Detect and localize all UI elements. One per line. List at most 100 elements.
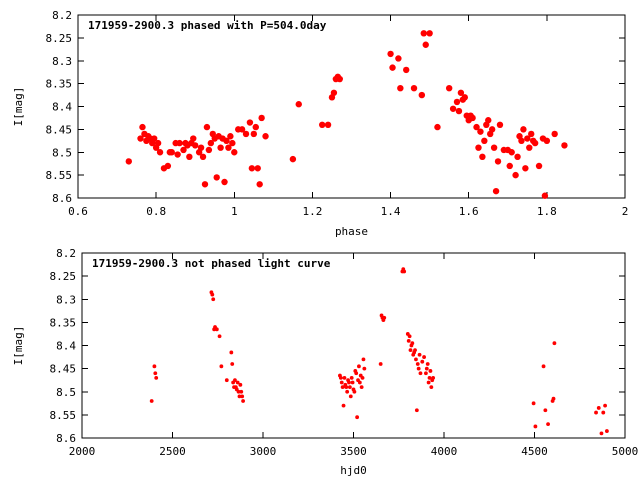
data-point: [543, 408, 548, 413]
data-point: [552, 341, 557, 346]
data-point: [339, 380, 344, 385]
y-tick-label: 8.45: [46, 123, 73, 136]
data-point: [242, 130, 250, 138]
data-point: [387, 50, 394, 58]
data-point: [345, 389, 350, 394]
data-point: [524, 135, 531, 142]
data-point: [424, 366, 429, 371]
data-point: [246, 119, 254, 126]
data-point: [318, 121, 326, 128]
data-point: [211, 297, 216, 302]
data-point: [551, 396, 556, 401]
data-point: [481, 137, 488, 145]
data-point: [410, 85, 418, 92]
x-tick-label: 0.6: [68, 205, 88, 218]
data-point: [605, 429, 609, 433]
y-tick-label: 8.45: [50, 363, 77, 376]
data-point: [192, 142, 199, 149]
data-point: [237, 394, 242, 399]
data-point: [533, 424, 538, 429]
data-point: [156, 149, 164, 156]
data-point: [496, 121, 504, 128]
data-point: [238, 382, 243, 387]
chart-title: 171959-2900.3 phased with P=504.0day: [88, 19, 327, 32]
data-point: [225, 144, 232, 151]
x-tick-label: 4000: [431, 445, 458, 458]
x-tick-label: 3000: [250, 445, 277, 458]
data-point: [359, 385, 364, 390]
data-point: [490, 144, 498, 151]
data-point: [407, 334, 412, 339]
data-point: [601, 410, 606, 415]
data-point: [494, 158, 502, 165]
data-point: [479, 153, 486, 161]
x-tick-label: 1.6: [459, 205, 479, 218]
y-tick-label: 8.35: [46, 78, 73, 91]
data-point: [389, 64, 396, 71]
data-point: [347, 380, 351, 385]
data-point: [125, 158, 132, 165]
data-point: [153, 371, 158, 376]
data-point: [201, 181, 209, 188]
y-tick-label: 8.3: [52, 55, 72, 68]
y-tick-label: 8.6: [52, 192, 72, 205]
data-point: [223, 137, 230, 145]
data-point: [427, 375, 432, 380]
data-point: [336, 75, 343, 83]
data-point: [235, 380, 240, 385]
data-series: [149, 267, 609, 436]
data-point: [252, 123, 259, 131]
data-point: [362, 366, 367, 371]
data-point: [221, 178, 228, 186]
data-point: [190, 135, 197, 142]
data-point: [217, 144, 224, 151]
data-point: [342, 375, 347, 380]
data-point: [149, 399, 154, 403]
data-point: [289, 155, 297, 163]
y-tick-label: 8.3: [56, 293, 76, 306]
data-point: [453, 98, 461, 106]
data-point: [240, 394, 245, 399]
data-point: [229, 350, 234, 355]
data-point: [512, 171, 519, 179]
data-point: [397, 85, 404, 92]
data-point: [424, 371, 428, 376]
data-point: [210, 292, 215, 297]
data-point: [422, 355, 426, 359]
data-point: [426, 380, 431, 385]
y-tick-label: 8.35: [50, 316, 77, 329]
data-point: [361, 357, 366, 362]
data-point: [224, 378, 229, 383]
data-point: [520, 126, 527, 133]
data-point: [213, 174, 220, 181]
chart-title: 171959-2900.3 not phased light curve: [92, 257, 331, 270]
data-point: [420, 30, 427, 37]
data-point: [449, 105, 457, 112]
data-point: [506, 162, 513, 170]
x-tick-label: 1.8: [537, 205, 557, 218]
data-point: [231, 149, 238, 156]
data-point: [561, 142, 568, 149]
data-point: [528, 130, 535, 138]
data-point: [238, 126, 246, 133]
y-tick-label: 8.2: [56, 247, 76, 260]
data-point: [594, 410, 598, 415]
data-point: [434, 123, 441, 131]
data-point: [338, 375, 343, 380]
plot-frame: [77, 14, 626, 199]
data-point: [250, 130, 258, 138]
data-point: [205, 146, 213, 154]
y-tick-label: 8.4: [56, 340, 76, 353]
data-point: [508, 149, 515, 156]
data-point: [347, 385, 352, 390]
data-point: [180, 146, 187, 154]
data-point: [455, 107, 463, 115]
data-point: [233, 378, 237, 383]
data-point: [417, 352, 422, 357]
data-point: [485, 117, 492, 124]
data-point: [531, 401, 536, 406]
data-point: [150, 135, 158, 142]
data-point: [214, 327, 219, 332]
data-point: [344, 385, 349, 390]
data-point: [429, 385, 434, 390]
